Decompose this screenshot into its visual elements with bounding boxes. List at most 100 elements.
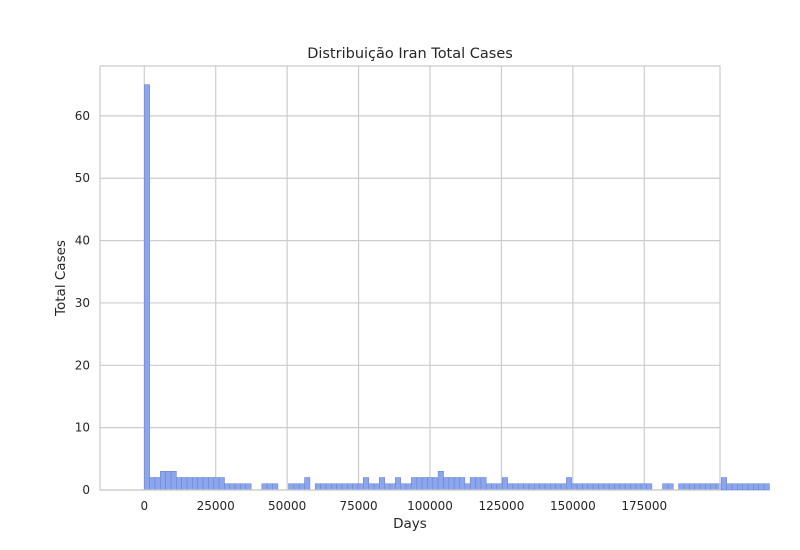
x-tick-label: 150000 bbox=[550, 499, 596, 513]
histogram-bar bbox=[688, 483, 695, 491]
histogram-bar bbox=[379, 477, 386, 491]
histogram-bar bbox=[341, 483, 348, 491]
histogram-bar bbox=[416, 477, 423, 491]
histogram-bar bbox=[234, 483, 241, 491]
histogram-bar bbox=[592, 483, 599, 491]
histogram-bar bbox=[160, 470, 166, 491]
histogram-bar bbox=[608, 483, 615, 491]
histogram-bar bbox=[475, 477, 482, 491]
histogram-bar bbox=[683, 483, 690, 491]
histogram-bar bbox=[149, 477, 156, 491]
histogram-bar bbox=[304, 477, 311, 491]
x-tick-label: 175000 bbox=[621, 499, 667, 513]
histogram-bar bbox=[517, 483, 524, 491]
histogram-bar bbox=[357, 483, 364, 491]
histogram-bar bbox=[411, 477, 418, 491]
histogram-bar bbox=[587, 483, 594, 491]
histogram-bar bbox=[539, 483, 546, 491]
histogram-bar bbox=[662, 483, 669, 491]
histogram-bar bbox=[678, 483, 685, 491]
histogram-bar bbox=[603, 483, 610, 491]
histogram-bar bbox=[694, 483, 701, 491]
histogram-bar bbox=[619, 483, 626, 491]
histogram-bar bbox=[202, 477, 209, 491]
histogram-bar bbox=[459, 477, 466, 491]
histogram-bar bbox=[485, 483, 492, 491]
y-tick-label: 40 bbox=[75, 234, 90, 248]
histogram-bar bbox=[598, 483, 605, 491]
histogram-bar bbox=[534, 483, 540, 491]
histogram-bar bbox=[373, 483, 380, 491]
histogram-bar bbox=[523, 483, 530, 491]
histogram-bar bbox=[389, 483, 396, 491]
histogram-bar bbox=[336, 483, 343, 491]
y-tick-label: 50 bbox=[75, 171, 90, 185]
axes-frame bbox=[99, 65, 721, 491]
histogram-bar bbox=[453, 477, 460, 491]
x-tick-label: 125000 bbox=[479, 499, 525, 513]
histogram-bar bbox=[352, 483, 359, 491]
x-tick-label: 50000 bbox=[268, 499, 306, 513]
y-tick-labels: 0 10 20 30 40 50 60 bbox=[75, 109, 90, 497]
histogram-bar bbox=[213, 477, 220, 491]
histogram-bar bbox=[469, 477, 476, 491]
histogram-bar bbox=[384, 483, 391, 491]
histogram-bar bbox=[560, 483, 567, 491]
histogram-bar bbox=[667, 483, 674, 491]
histogram-bar bbox=[614, 483, 621, 491]
histogram-bar bbox=[330, 483, 337, 491]
histogram-bar bbox=[320, 483, 327, 491]
histogram-bar bbox=[480, 477, 487, 491]
histogram-bar bbox=[181, 477, 188, 491]
histogram-bar bbox=[635, 483, 642, 491]
histogram-bar bbox=[726, 483, 733, 491]
histogram-bar bbox=[721, 477, 727, 491]
histogram-bar bbox=[314, 483, 321, 491]
histogram-bar bbox=[293, 483, 300, 491]
y-tick-label: 20 bbox=[75, 358, 90, 372]
y-tick-label: 30 bbox=[75, 296, 90, 310]
x-tick-label: 0 bbox=[140, 499, 148, 513]
histogram-bar bbox=[496, 483, 503, 491]
x-tick-label: 25000 bbox=[197, 499, 235, 513]
y-tick-label: 0 bbox=[82, 483, 90, 497]
histogram-bar bbox=[582, 483, 589, 491]
histogram-bar bbox=[437, 470, 444, 491]
x-tick-label: 100000 bbox=[407, 499, 453, 513]
histogram-bar bbox=[550, 483, 556, 491]
histogram-bar bbox=[197, 477, 204, 491]
histogram-bar bbox=[501, 477, 508, 491]
histogram-bar bbox=[576, 483, 583, 491]
histogram-bar bbox=[555, 483, 562, 491]
chart-title: Distribuição Iran Total Cases bbox=[307, 46, 513, 62]
x-tick-label: 75000 bbox=[339, 499, 377, 513]
histogram-bar bbox=[630, 483, 637, 491]
histogram-bar bbox=[464, 483, 471, 491]
histogram-bar bbox=[170, 470, 177, 491]
histogram-bar bbox=[491, 483, 498, 491]
histogram-bar bbox=[363, 477, 369, 491]
y-tick-label: 10 bbox=[75, 421, 90, 435]
histogram-bar bbox=[143, 84, 150, 491]
histogram-bar bbox=[400, 483, 407, 491]
histogram-bar bbox=[224, 483, 231, 491]
histogram-bars bbox=[143, 84, 770, 491]
histogram-bar bbox=[512, 483, 519, 491]
histogram-bar bbox=[571, 483, 578, 491]
histogram-bar bbox=[176, 477, 182, 491]
histogram-bar bbox=[566, 477, 573, 491]
histogram-bar bbox=[208, 477, 215, 491]
x-tick-labels: 0 25000 50000 75000 100000 125000 150000 175000 bbox=[140, 499, 667, 513]
histogram-bar bbox=[646, 483, 653, 491]
histogram-bar bbox=[186, 477, 193, 491]
histogram-bar bbox=[325, 483, 332, 491]
histogram-bar bbox=[528, 483, 535, 491]
grid-lines bbox=[100, 66, 720, 491]
histogram-bar bbox=[544, 483, 551, 491]
histogram-bar bbox=[154, 477, 161, 491]
histogram-bar bbox=[758, 483, 765, 491]
y-tick-label: 60 bbox=[75, 109, 90, 123]
histogram-bar bbox=[240, 483, 247, 491]
